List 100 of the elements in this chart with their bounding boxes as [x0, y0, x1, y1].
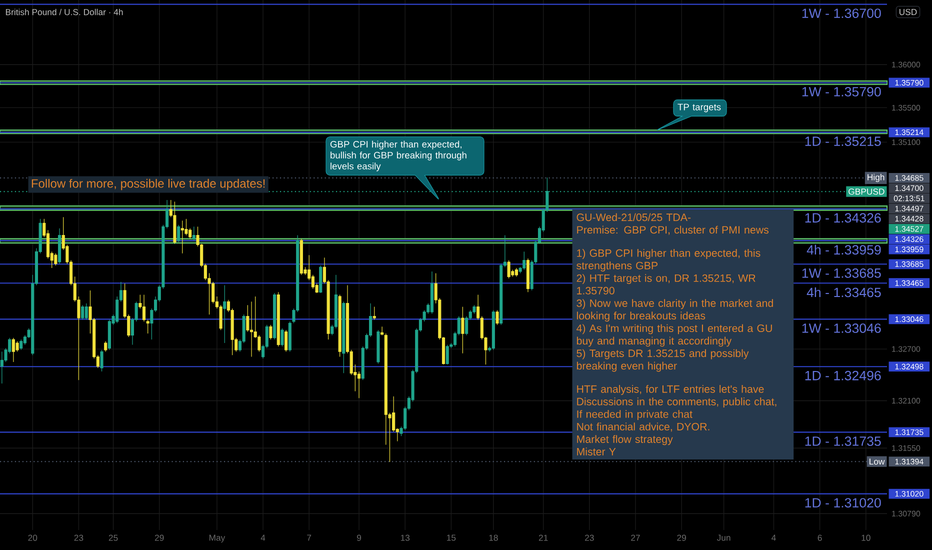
annotation: Discussions in the comments, public chat, — [577, 398, 776, 408]
annotation: Market flow strategy — [577, 435, 673, 446]
annotation: Premise: GBP CPI, cluster of PMI news — [577, 226, 769, 235]
text: 1.35790 — [895, 80, 924, 86]
text: 1.31394 — [895, 458, 924, 464]
x-tick-label: May — [209, 534, 226, 542]
y-tick-label: 1.35500 — [892, 104, 920, 111]
candlestick — [250, 301, 254, 358]
candlestick — [300, 238, 303, 276]
annotation: Mister Y — [577, 448, 616, 456]
ref-line-label: GBPUSD — [848, 188, 884, 195]
annotation: GU-Wed-21/05/25 TDA- — [576, 213, 691, 222]
candlestick — [146, 319, 150, 334]
ref-line-label: 4h - 1.33465 — [806, 287, 881, 298]
x-tick-label: 4 — [772, 534, 776, 541]
y-tick-label: 1.35100 — [892, 139, 920, 146]
candlestick — [108, 319, 111, 350]
candlestick — [81, 304, 84, 320]
candlestick — [273, 292, 276, 340]
candlestick — [500, 263, 503, 326]
candlestick — [184, 218, 188, 236]
y-tick-label: 1.30790 — [892, 510, 920, 516]
text: 1.35214 — [895, 129, 924, 136]
x-tick-label: 29 — [677, 534, 686, 541]
text: 1.32498 — [895, 364, 924, 370]
text: 1.34700 — [895, 185, 924, 191]
annotation: 2) HTF target is on, DR 1.35215, WR 1.35790 — [576, 274, 756, 294]
candlestick — [12, 338, 15, 362]
annotation: Not financial advice, DYOR. — [577, 422, 710, 432]
text: 1.34497 — [895, 206, 924, 212]
y-tick-label: 1.32100 — [892, 398, 920, 404]
ref-line-label: 1W - 1.33685 — [802, 268, 881, 278]
candlestick — [461, 306, 464, 354]
x-tick-label: 4 — [260, 534, 266, 541]
candlestick — [446, 344, 449, 365]
annotation: 4) As I'm writing this post I entered a GU buy and managing it accordingly — [576, 324, 772, 347]
annotation: 3) Now we have clarity in the market and looking for breakouts ideas — [576, 299, 773, 322]
text: 1.33685 — [895, 261, 924, 267]
text: 1.31735 — [895, 429, 924, 436]
candlestick — [358, 371, 361, 398]
candlestick — [177, 224, 180, 242]
text: 1.34685 — [895, 175, 924, 181]
candlestick — [430, 271, 434, 314]
ref-line-label: 4h - 1.33959 — [806, 244, 881, 255]
candlestick — [20, 339, 23, 350]
annotation: GBP CPI higher than expected, bullish for GBP breaking through levels easily — [330, 140, 466, 172]
candlestick — [526, 258, 530, 292]
annotation: If needed in private chat — [577, 410, 692, 420]
y-tick-label: 1.31550 — [892, 445, 920, 451]
text: 1.34326 — [895, 236, 924, 242]
x-tick-label: 23 — [585, 534, 594, 541]
candlestick — [223, 284, 226, 344]
annotation: 5) Targets DR 1.35215 and possibly breaking even higher — [576, 349, 749, 372]
ref-line-label: 1W - 1.35790 — [802, 87, 881, 96]
ref-line-label: 1W - 1.36700 — [802, 8, 881, 18]
annotation: TP targets — [678, 104, 721, 112]
candlestick — [142, 294, 146, 322]
text: 1.33959 — [895, 246, 924, 252]
ref-line-label: Low — [870, 458, 885, 465]
ref-line-label: 1D - 1.31735 — [805, 436, 881, 446]
y-tick-label: 1.32700 — [892, 346, 920, 352]
text: 1.33465 — [895, 280, 924, 286]
x-tick-label: 23 — [74, 534, 84, 541]
x-tick-label: 20 — [28, 534, 38, 541]
candlestick — [58, 228, 62, 264]
ref-line-label: 1W - 1.33046 — [802, 323, 881, 333]
candlestick — [173, 201, 176, 244]
x-tick-label: 21 — [538, 534, 548, 541]
x-tick-label: Jun — [716, 534, 730, 541]
x-tick-label: 7 — [307, 534, 312, 541]
annotation: 1) GBP CPI higher than expected, this strengthens GBP — [576, 248, 760, 272]
candlestick — [514, 268, 518, 277]
text: 1.31020 — [895, 490, 924, 497]
text: 1.34527 — [895, 226, 924, 232]
candlestick — [284, 330, 288, 352]
candlestick — [342, 301, 346, 374]
x-tick-label: 10 — [862, 534, 870, 541]
x-tick-label: 29 — [154, 534, 164, 541]
candlestick — [246, 304, 250, 332]
x-tick-label: 13 — [400, 534, 410, 541]
ref-line-label: 1D - 1.35215 — [805, 136, 881, 146]
x-tick-label: 15 — [447, 534, 456, 541]
text: USD — [900, 8, 917, 16]
candlestick — [188, 228, 192, 240]
text: British Pound / U.S. Dollar · 4h — [6, 8, 123, 16]
candlestick — [338, 294, 342, 358]
candlestick — [465, 316, 468, 336]
y-tick-label: 1.36000 — [892, 62, 920, 68]
x-tick-label: 18 — [489, 534, 498, 541]
text: 1.34428 — [895, 216, 924, 222]
ref-line-label: 1D - 1.32496 — [805, 370, 881, 380]
x-tick-label: 25 — [108, 534, 118, 541]
candlestick — [392, 396, 396, 432]
annotation: Follow for more, possible live trade updates! — [32, 178, 265, 190]
x-tick-label: 27 — [631, 534, 640, 541]
ref-line-label: 1D - 1.34326 — [805, 213, 881, 223]
text: 1.33046 — [895, 316, 924, 322]
x-tick-label: 6 — [818, 534, 822, 541]
annotation: HTF analysis, for LTF entries let's have — [577, 384, 764, 395]
ref-line-label: High — [868, 174, 884, 182]
